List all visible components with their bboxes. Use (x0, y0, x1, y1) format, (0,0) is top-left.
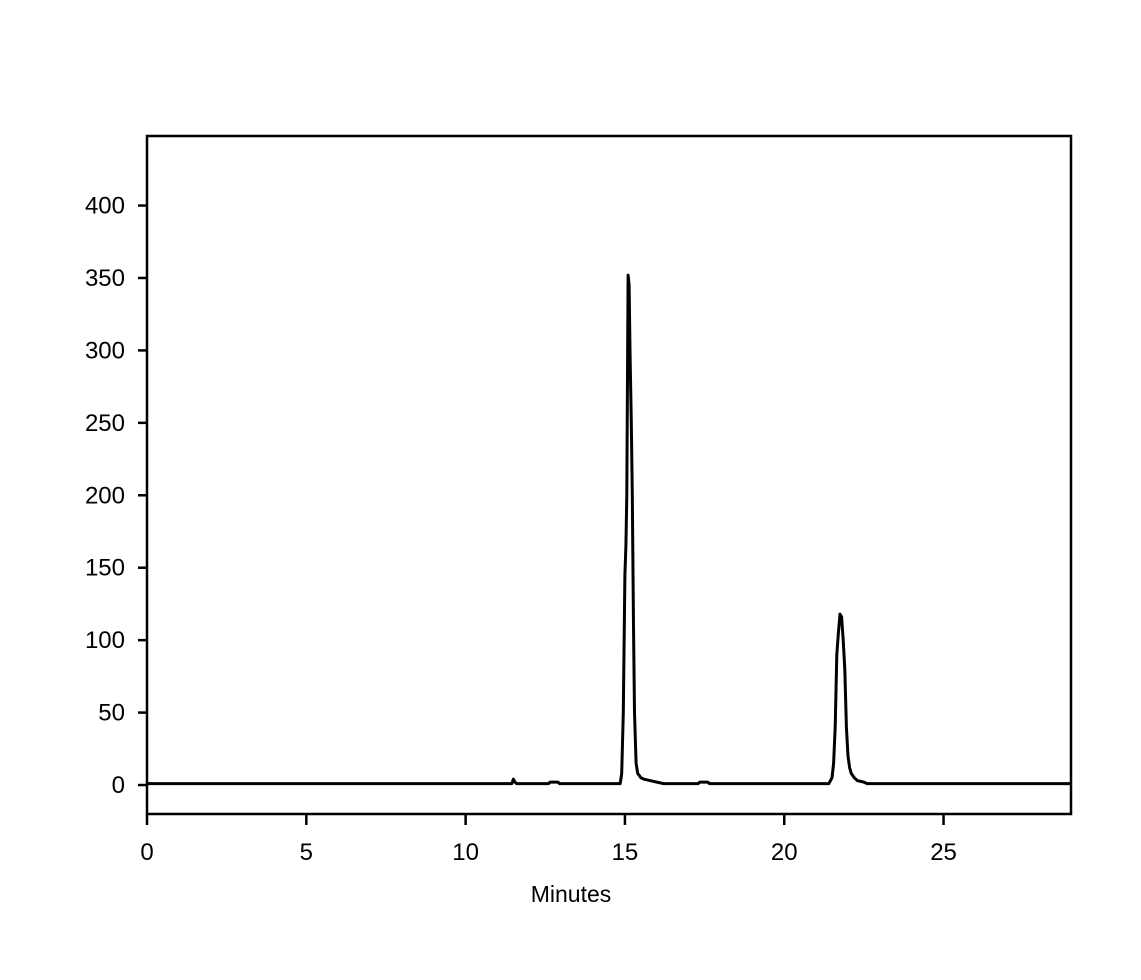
plot-frame (145, 134, 1073, 816)
series-line-1 (147, 273, 1071, 786)
x-tick-label: 20 (771, 839, 798, 866)
x-tick-label: 10 (452, 839, 479, 866)
x-tick-label: 5 (300, 839, 313, 866)
y-tick-label: 350 (85, 265, 125, 292)
y-tick-label: 50 (98, 700, 125, 727)
x-axis-ticks: 0 5 10 15 20 25 (140, 814, 957, 866)
x-tick-label: 0 (140, 839, 153, 866)
series-layer (147, 273, 1071, 786)
y-tick-label: 200 (85, 482, 125, 509)
x-tick-label: 15 (612, 839, 639, 866)
y-tick-label: 0 (112, 772, 125, 799)
y-tick-label: 400 (85, 193, 125, 220)
y-tick-label: 100 (85, 627, 125, 654)
y-tick-label: 250 (85, 410, 125, 437)
x-tick-label: 25 (930, 839, 957, 866)
y-tick-label: 300 (85, 337, 125, 364)
x-axis-label: Minutes (531, 881, 612, 907)
y-axis-ticks: 0 50 100 150 200 250 300 350 400 (85, 193, 147, 799)
y-tick-label: 150 (85, 555, 125, 582)
